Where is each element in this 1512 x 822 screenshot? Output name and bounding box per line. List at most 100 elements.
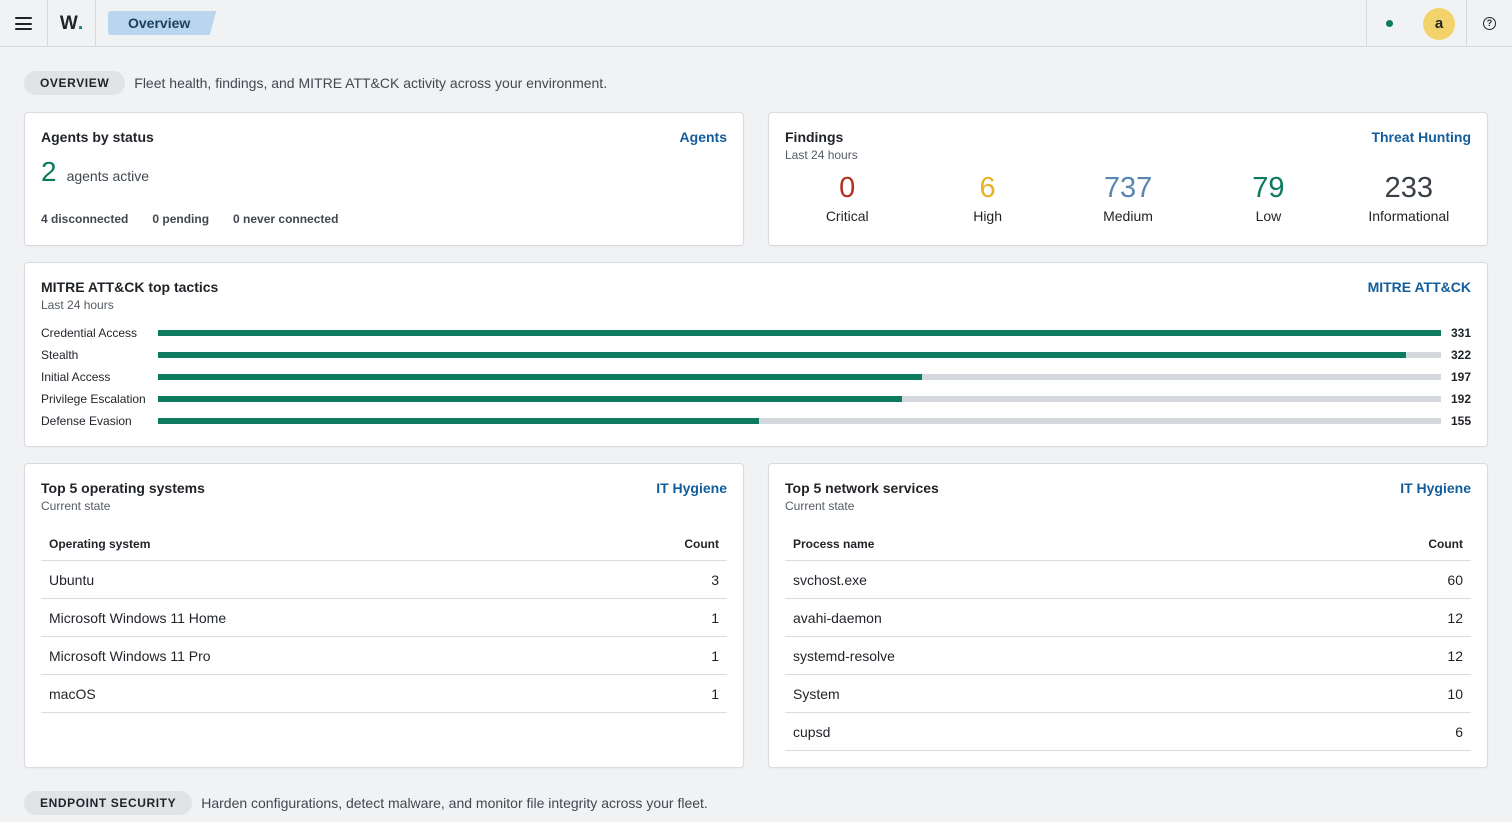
cell-name: Ubuntu	[49, 571, 95, 588]
logo-dot: .	[77, 12, 84, 34]
tactic-row[interactable]: Credential Access 331	[41, 325, 1471, 341]
cell-name: systemd-resolve	[793, 647, 895, 664]
tactic-value: 192	[1450, 392, 1471, 406]
tactic-value: 155	[1450, 414, 1471, 428]
finding-label: Medium	[1103, 207, 1153, 224]
agents-disconnected: 4 disconnected	[41, 212, 129, 226]
table-row[interactable]: macOS 1	[41, 675, 727, 713]
table-header: Process name Count	[785, 528, 1471, 561]
table-row[interactable]: Microsoft Windows 11 Pro 1	[41, 637, 727, 675]
cell-name: Microsoft Windows 11 Home	[49, 609, 227, 626]
tactic-row[interactable]: Stealth 322	[41, 347, 1471, 363]
logo-text: W	[59, 12, 78, 34]
cell-name: avahi-daemon	[793, 609, 882, 626]
hamburger-icon	[15, 17, 32, 30]
cell-count: 12	[1447, 647, 1463, 664]
cell-count: 12	[1447, 609, 1463, 626]
agents-panel: Agents by status Agents 2 agents active …	[24, 112, 744, 246]
finding-high[interactable]: 6 High	[917, 172, 1057, 224]
column-header-process[interactable]: Process name	[793, 537, 875, 551]
tactic-row[interactable]: Privilege Escalation 192	[41, 391, 1471, 407]
tactic-bar-track	[158, 330, 1441, 336]
tactic-label: Stealth	[41, 348, 79, 362]
finding-medium[interactable]: 737 Medium	[1058, 172, 1198, 224]
cell-count: 1	[711, 647, 719, 664]
tactic-bar-track	[158, 418, 1441, 424]
cell-name: System	[793, 685, 840, 702]
column-header-os[interactable]: Operating system	[49, 537, 151, 551]
section-description: Fleet health, findings, and MITRE ATT&CK…	[134, 75, 608, 91]
table-row[interactable]: systemd-resolve 12	[785, 637, 1471, 675]
tactic-bar-fill	[158, 374, 922, 380]
os-panel: Top 5 operating systems Current state IT…	[24, 463, 744, 768]
agents-active: 2 agents active	[41, 156, 150, 188]
tactic-label: Credential Access	[41, 326, 138, 340]
mitre-panel: MITRE ATT&CK top tactics Last 24 hours M…	[24, 262, 1488, 447]
agents-active-count: 2	[41, 156, 57, 187]
overview-section-header: OVERVIEW Fleet health, findings, and MIT…	[24, 71, 607, 95]
findings-severity-row: 0 Critical 6 High 737 Medium 79 Low 233 …	[777, 172, 1479, 224]
findings-panel: Findings Last 24 hours Threat Hunting 0 …	[768, 112, 1488, 246]
table-row[interactable]: System 10	[785, 675, 1471, 713]
table-row[interactable]: cupsd 6	[785, 713, 1471, 751]
mitre-link[interactable]: MITRE ATT&CK	[1367, 279, 1471, 295]
panel-title: Top 5 operating systems	[41, 480, 205, 496]
user-menu[interactable]: a	[1412, 0, 1466, 47]
tactic-value: 197	[1450, 370, 1471, 384]
tactic-value: 322	[1450, 348, 1471, 362]
agents-active-label: agents active	[66, 168, 150, 184]
tactic-bar-fill	[158, 396, 903, 402]
cell-name: Microsoft Windows 11 Pro	[49, 647, 211, 664]
breadcrumb-overview[interactable]: Overview	[108, 11, 217, 35]
section-pill-overview: OVERVIEW	[24, 71, 126, 95]
cell-name: cupsd	[793, 723, 831, 740]
top-bar: W. Overview a ?	[0, 0, 1512, 47]
table-row[interactable]: svchost.exe 60	[785, 561, 1471, 599]
tactic-bar-fill	[158, 352, 1407, 358]
section-pill-endpoint-security: ENDPOINT SECURITY	[24, 791, 193, 815]
table-row[interactable]: Ubuntu 3	[41, 561, 727, 599]
avatar: a	[1423, 7, 1455, 40]
cell-count: 6	[1455, 723, 1463, 740]
finding-value: 233	[1384, 172, 1434, 204]
column-header-count[interactable]: Count	[1428, 537, 1463, 551]
os-table: Operating system Count Ubuntu 3 Microsof…	[41, 528, 727, 713]
panel-title: Findings	[785, 129, 844, 145]
table-row[interactable]: avahi-daemon 12	[785, 599, 1471, 637]
status-indicator[interactable]	[1366, 0, 1412, 47]
help-button[interactable]: ?	[1466, 0, 1512, 47]
tactic-row[interactable]: Initial Access 197	[41, 369, 1471, 385]
panel-title: Top 5 network services	[785, 480, 939, 496]
finding-critical[interactable]: 0 Critical	[777, 172, 917, 224]
network-services-panel: Top 5 network services Current state IT …	[768, 463, 1488, 768]
tactic-label: Defense Evasion	[41, 414, 132, 428]
finding-label: Critical	[825, 207, 869, 224]
tactic-label: Initial Access	[41, 370, 111, 384]
finding-informational[interactable]: 233 Informational	[1339, 172, 1479, 224]
tactic-bar-fill	[158, 418, 759, 424]
panel-title: Agents by status	[41, 129, 154, 145]
section-description: Harden configurations, detect malware, a…	[201, 795, 708, 811]
panel-subtitle: Current state	[785, 499, 855, 513]
app-logo[interactable]: W.	[48, 0, 96, 47]
tactic-row[interactable]: Defense Evasion 155	[41, 413, 1471, 429]
finding-value: 0	[839, 172, 856, 204]
tactic-bar-fill	[158, 330, 1441, 336]
cell-name: svchost.exe	[793, 571, 867, 588]
panel-subtitle: Current state	[41, 499, 111, 513]
agents-link[interactable]: Agents	[679, 129, 727, 145]
agents-status-breakdown: 4 disconnected 0 pending 0 never connect…	[41, 212, 338, 226]
table-row[interactable]: Microsoft Windows 11 Home 1	[41, 599, 727, 637]
cell-count: 3	[711, 571, 719, 588]
finding-low[interactable]: 79 Low	[1198, 172, 1338, 224]
panel-subtitle: Last 24 hours	[41, 298, 114, 312]
it-hygiene-link[interactable]: IT Hygiene	[1400, 480, 1471, 496]
column-header-count[interactable]: Count	[684, 537, 719, 551]
it-hygiene-link[interactable]: IT Hygiene	[656, 480, 727, 496]
menu-button[interactable]	[0, 0, 48, 47]
finding-label: High	[973, 207, 1002, 224]
threat-hunting-link[interactable]: Threat Hunting	[1371, 129, 1471, 145]
status-dot-icon	[1386, 20, 1393, 27]
panel-subtitle: Last 24 hours	[785, 148, 858, 162]
finding-label: Informational	[1368, 207, 1450, 224]
